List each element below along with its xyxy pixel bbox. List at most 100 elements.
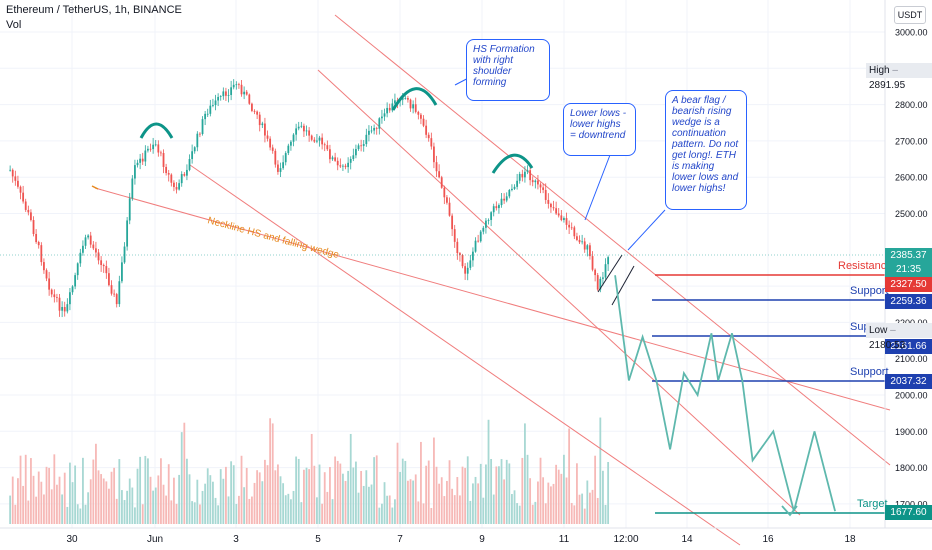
volume-bar xyxy=(378,507,381,524)
candle-body xyxy=(316,140,318,142)
candle-body xyxy=(461,255,464,267)
volume-bar xyxy=(388,495,391,524)
volume-bar xyxy=(87,492,90,524)
volume-bar xyxy=(373,457,376,524)
candle-body xyxy=(495,206,498,209)
volume-bar xyxy=(277,464,279,524)
candle-body xyxy=(295,128,298,135)
candle-body xyxy=(422,118,425,126)
volume-bar xyxy=(370,484,373,524)
candle-body xyxy=(329,149,331,160)
low-value: 2180.53 xyxy=(869,340,906,351)
x-tick-label: 11 xyxy=(559,534,570,545)
volume-bar xyxy=(534,501,537,524)
candle-body xyxy=(313,139,316,142)
volume-bar xyxy=(253,482,256,524)
volume-bar xyxy=(456,477,459,524)
candle-body xyxy=(370,130,373,132)
volume-bar xyxy=(568,428,571,524)
volume-bar xyxy=(425,465,428,524)
callout-pointer-3 xyxy=(627,209,666,251)
volume-bar xyxy=(74,465,77,524)
candle-body xyxy=(427,134,430,139)
volume-bar xyxy=(235,503,238,524)
x-tick-label: 9 xyxy=(479,534,485,545)
volume-bar xyxy=(407,480,409,524)
candle-body xyxy=(19,186,22,193)
volume-bar xyxy=(121,490,123,524)
volume-bar xyxy=(204,483,207,524)
volume-bar xyxy=(32,475,35,524)
candle-body xyxy=(284,153,287,163)
volume-bar xyxy=(318,464,321,524)
volume-bar xyxy=(329,467,331,524)
candle-body xyxy=(550,203,552,208)
candle-body xyxy=(542,187,545,190)
channel-line-middle xyxy=(317,69,801,516)
y-tick-label: 2000.00 xyxy=(895,391,928,401)
volume-bar xyxy=(386,495,389,524)
candle-body xyxy=(266,135,269,139)
candle-body xyxy=(607,257,610,265)
volume-bar xyxy=(485,464,487,524)
candle-body xyxy=(89,235,92,245)
volume-bar xyxy=(334,456,337,524)
candle-body xyxy=(290,141,292,146)
volume-bar xyxy=(147,458,149,524)
volume-bar xyxy=(542,477,545,524)
candle-body xyxy=(141,158,144,162)
callout-downtrend: Lower lows - lower highs = downtrend xyxy=(563,103,636,156)
candle-body xyxy=(576,236,578,240)
candle-body xyxy=(378,118,381,129)
candle-body xyxy=(586,245,589,250)
target-price-tag: 1677.60 xyxy=(885,505,932,520)
neckline-marker xyxy=(91,185,99,190)
axis-unit-badge[interactable]: USDT xyxy=(894,6,926,24)
candle-body xyxy=(165,166,168,174)
y-tick-label: 1900.00 xyxy=(895,427,928,437)
y-tick-label: 2600.00 xyxy=(895,173,928,183)
volume-bar xyxy=(487,419,490,524)
hs-head-arc xyxy=(391,87,438,111)
volume-bar xyxy=(183,422,186,524)
volume-bar xyxy=(516,503,519,524)
channel-line-upper xyxy=(334,14,891,466)
volume-indicator-label[interactable]: Vol xyxy=(6,19,22,31)
candle-body xyxy=(511,188,513,191)
volume-bar xyxy=(118,459,121,524)
candle-body xyxy=(477,240,480,242)
candle-body xyxy=(500,198,503,206)
volume-bar xyxy=(381,503,383,524)
volume-bar xyxy=(331,499,334,524)
candle-body xyxy=(217,96,220,101)
volume-bar xyxy=(464,467,467,524)
volume-bar xyxy=(76,504,79,524)
candle-body xyxy=(258,114,261,126)
volume-bar xyxy=(264,459,266,524)
candle-body xyxy=(578,239,581,243)
candle-body xyxy=(453,229,456,242)
volume-bar xyxy=(440,477,443,524)
volume-bar xyxy=(550,486,552,524)
candle-body xyxy=(321,137,324,145)
volume-bar xyxy=(339,463,342,524)
support-price-tag-2: 2161.66 xyxy=(885,339,932,354)
high-price-tag: High – 2891.95 xyxy=(866,63,932,91)
volume-bar xyxy=(89,479,92,524)
volume-bar xyxy=(508,463,511,524)
candle-body xyxy=(459,253,461,256)
volume-bar xyxy=(500,459,503,524)
candle-body xyxy=(521,173,524,178)
candle-body xyxy=(342,165,344,167)
candle-body xyxy=(196,133,199,148)
volume-bar xyxy=(394,499,396,524)
volume-bar xyxy=(524,423,526,524)
volume-bar xyxy=(316,497,318,524)
volume-bar xyxy=(128,478,131,524)
volume-bar xyxy=(186,458,188,524)
candle-body xyxy=(503,198,506,201)
candle-body xyxy=(113,293,116,295)
volume-bar xyxy=(295,456,298,524)
volume-bar xyxy=(560,473,563,524)
